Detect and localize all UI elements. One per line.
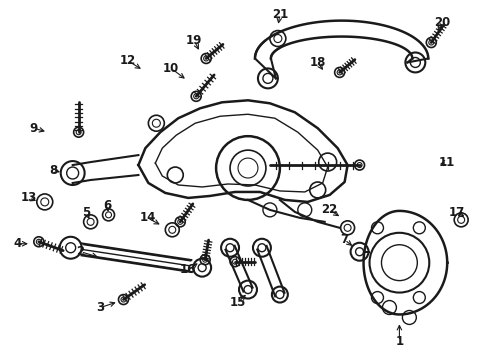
Text: 18: 18 [310, 56, 326, 69]
Text: 3: 3 [97, 301, 105, 314]
Text: 22: 22 [321, 203, 338, 216]
Text: 2: 2 [76, 245, 85, 258]
Text: 7: 7 [341, 233, 349, 246]
Text: 9: 9 [30, 122, 38, 135]
Text: 11: 11 [439, 156, 455, 168]
Text: 20: 20 [434, 16, 450, 29]
Text: 12: 12 [120, 54, 136, 67]
Text: 14: 14 [139, 211, 155, 224]
Text: 13: 13 [21, 192, 37, 204]
Text: 5: 5 [82, 206, 91, 219]
Text: 4: 4 [14, 237, 22, 250]
Text: 19: 19 [186, 34, 202, 47]
Text: 17: 17 [449, 206, 466, 219]
Text: 1: 1 [395, 335, 403, 348]
Text: 15: 15 [230, 296, 246, 309]
Text: 6: 6 [103, 199, 112, 212]
Text: 10: 10 [163, 62, 179, 75]
Text: 16: 16 [180, 263, 196, 276]
Text: 21: 21 [272, 8, 288, 21]
Text: 8: 8 [49, 163, 58, 176]
